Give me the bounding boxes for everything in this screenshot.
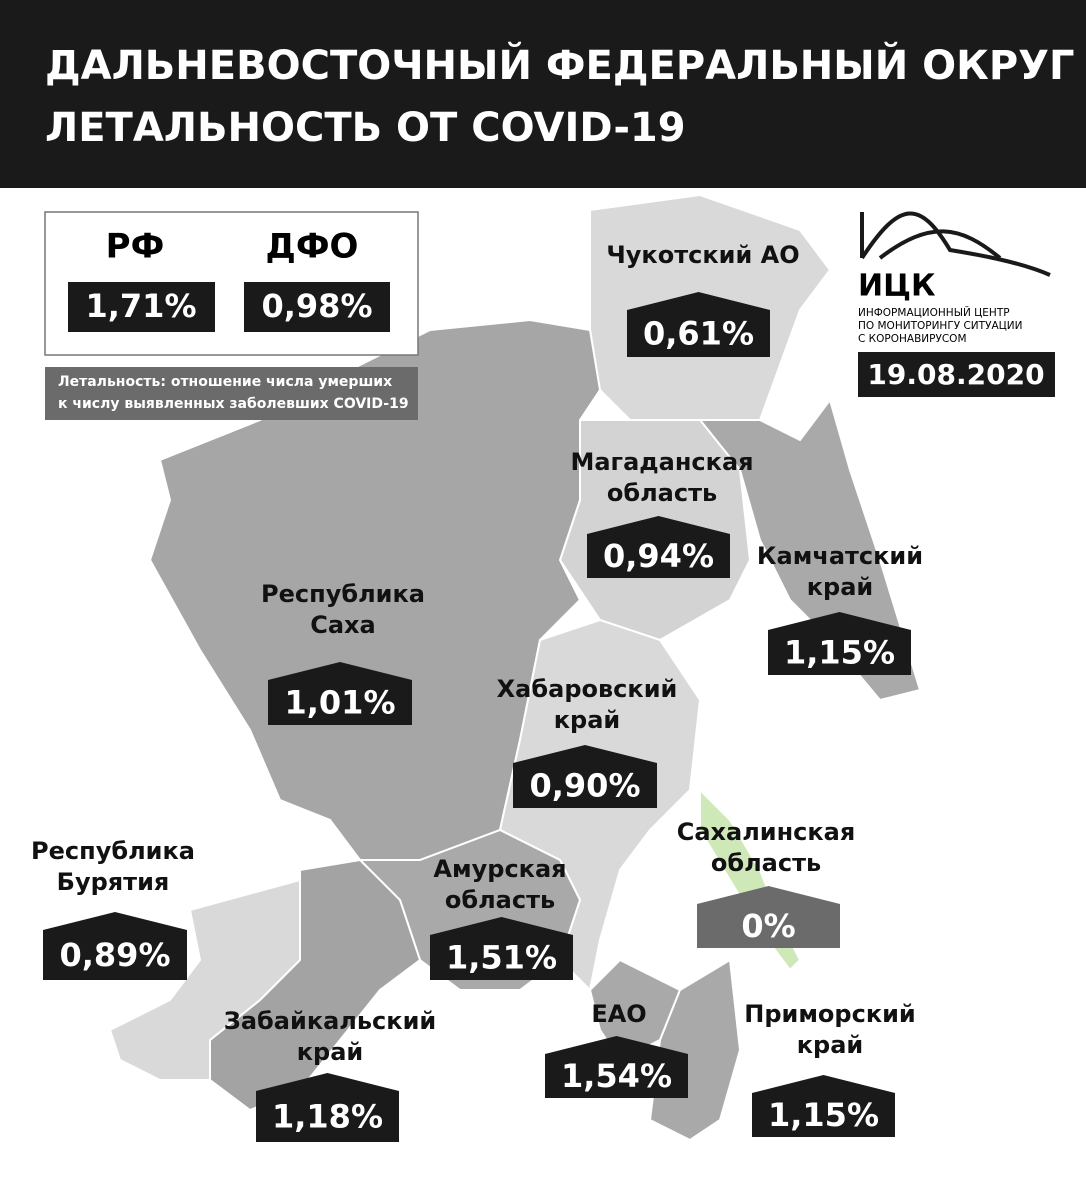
dfo-label: ДФО — [266, 227, 359, 267]
logo-mark — [860, 211, 1051, 277]
value-badge — [697, 886, 840, 948]
region-name: Бурятия — [57, 868, 170, 896]
region-value: 0,89% — [59, 936, 170, 974]
header-bar — [0, 0, 1086, 188]
note-box — [45, 367, 418, 420]
value-badge — [513, 745, 657, 808]
map — [108, 193, 922, 1142]
region-value: 0% — [741, 907, 795, 945]
region-name: область — [607, 479, 717, 507]
note: Летальность: отношение числа умерших — [58, 374, 392, 390]
region-name: Республика — [31, 837, 195, 865]
region-name: Чукотский АО — [606, 241, 799, 269]
value-badge — [43, 912, 187, 980]
logo-text: ПО МОНИТОРИНГУ СИТУАЦИИ — [858, 320, 1023, 332]
value-badge — [545, 1036, 688, 1098]
region-labels: Чукотский АО 0,61% Магаданская область 0,94%… — [31, 241, 923, 1142]
region-name: область — [445, 886, 555, 914]
value-badge — [256, 1073, 399, 1142]
region-name: область — [711, 849, 821, 877]
logo-mark — [878, 229, 1002, 260]
region-value: 0,90% — [529, 767, 640, 805]
rf-label: РФ — [106, 227, 165, 267]
region-name: Магаданская — [570, 448, 753, 476]
value-badge — [268, 662, 412, 725]
region-value: 0,94% — [603, 537, 714, 575]
logo-name: ИЦК — [858, 269, 936, 304]
region-name: Забайкальский — [224, 1007, 436, 1035]
date-box — [858, 352, 1055, 397]
region-value: 1,18% — [272, 1098, 383, 1136]
region-value: 1,01% — [284, 684, 395, 722]
region-name: край — [554, 706, 620, 734]
region-buryatia — [108, 878, 301, 1081]
region-name: Камчатский — [757, 542, 923, 570]
dfo-value: 0,98% — [261, 287, 372, 325]
region-name: край — [297, 1038, 363, 1066]
title: ДАЛЬНЕВОСТОЧНЫЙ ФЕДЕРАЛЬНЫЙ ОКРУГ — [45, 41, 1074, 89]
dfo-box — [244, 282, 390, 332]
region-value: 0,61% — [643, 315, 754, 353]
region-name: Республика — [261, 580, 425, 608]
rf-value: 1,71% — [85, 287, 196, 325]
title: ЛЕТАЛЬНОСТЬ ОТ COVID-19 — [45, 105, 686, 151]
region-value: 1,54% — [561, 1057, 672, 1095]
region-name: ЕАО — [591, 1000, 646, 1028]
region-name: Амурская — [433, 855, 566, 883]
rf-box — [68, 282, 215, 332]
region-name: край — [797, 1031, 863, 1059]
region-name: Приморский — [744, 1000, 916, 1028]
logo-text: ИНФОРМАЦИОННЫЙ ЦЕНТР — [858, 306, 1010, 319]
note: к числу выявленных заболевших COVID-19 — [58, 396, 409, 412]
date: 19.08.2020 — [867, 358, 1044, 391]
region-name: Саха — [310, 611, 375, 639]
region-name: край — [807, 573, 873, 601]
region-value: 1,51% — [446, 939, 557, 977]
region-value: 1,15% — [784, 634, 895, 672]
logo-text: С КОРОНАВИРУСОМ — [858, 333, 967, 345]
logo — [860, 211, 1051, 277]
region-value: 1,15% — [768, 1096, 879, 1134]
value-badge — [768, 612, 911, 675]
region-name: Сахалинская — [677, 818, 856, 846]
value-badge — [752, 1075, 895, 1137]
value-badge — [430, 917, 573, 980]
value-badge — [627, 292, 770, 357]
region-name: Хабаровский — [497, 675, 678, 703]
value-badge — [587, 516, 730, 578]
